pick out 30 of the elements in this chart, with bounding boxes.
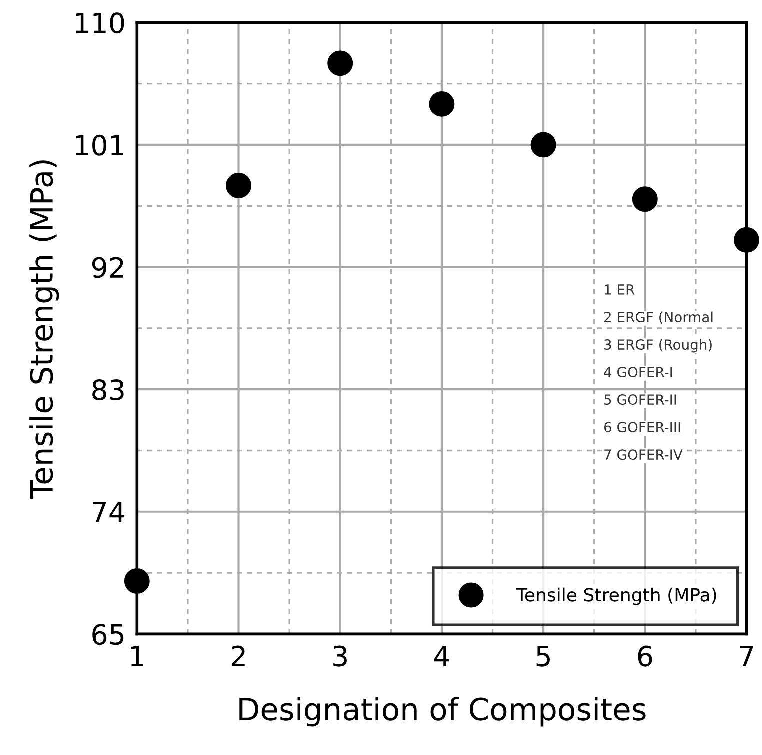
x-tick-label: 4 (434, 646, 450, 666)
annotation: 5 GOFER-II (604, 394, 676, 406)
y-axis-title: Tensile Strength (MPa) (30, 160, 60, 499)
point (124, 568, 150, 594)
annotation: 6 GOFER-III (604, 422, 680, 433)
y-tick-label: 65 (92, 624, 124, 646)
y-tick-label: 74 (92, 502, 124, 522)
legend-label: Tensile Strength (MPa) (516, 588, 716, 606)
annotation: 3 ERGF (Rough) (604, 339, 712, 353)
x-tick-label: 1 (131, 646, 144, 666)
annotation: 1 ER (605, 284, 635, 295)
x-tick-label: 7 (740, 646, 754, 666)
point (226, 173, 252, 198)
annotation: 2 ERGF (Normal (604, 312, 713, 324)
y-tick-label: 101 (76, 134, 124, 156)
y-tick-label: 110 (76, 12, 124, 34)
annotation: 7 GOFER-IV (604, 450, 683, 460)
y-tick-label: 83 (92, 380, 124, 401)
point (632, 186, 658, 212)
x-tick-label: 5 (536, 646, 550, 667)
point (734, 227, 760, 253)
x-tick-label: 6 (638, 646, 652, 667)
annotation: 4 GOFER-I (604, 367, 672, 378)
y-tick-label: 92 (92, 257, 124, 278)
x-axis-title: Designation of Composites (240, 697, 646, 727)
point (429, 91, 455, 117)
point (328, 50, 354, 76)
x-tick-label: 2 (232, 646, 245, 666)
x-tick-label: 3 (334, 646, 347, 667)
point (530, 132, 556, 158)
